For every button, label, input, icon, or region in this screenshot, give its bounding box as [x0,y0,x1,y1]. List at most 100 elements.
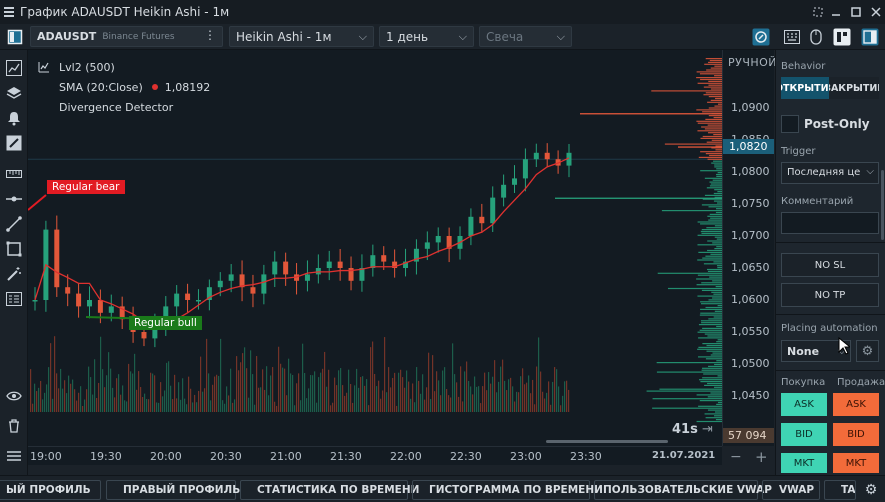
volume-bar [336,385,338,412]
sell-ask-button[interactable]: ASK [833,393,879,416]
sell-bid-button[interactable]: BID [833,423,879,446]
candle-body [479,216,485,224]
zoom-out-icon[interactable]: − [730,449,742,465]
volume-bar [316,402,318,412]
volume-bar [144,393,146,412]
indicator-divergence[interactable]: Divergence Detector [59,101,174,114]
tab-label: ПРАВЫЙ ПРОФИЛЬ [123,484,241,496]
symbol-selector[interactable]: ADAUSDT Binance Futures ⋮ [30,26,223,47]
tab-open[interactable]: ОТКРЫТИЕ [781,77,829,99]
placing-select[interactable]: None ⌵ [781,340,851,362]
trash-icon[interactable] [4,416,24,436]
price-chart[interactable]: Lvl2 (500) SMA (20:Close) 1,08192 Diverg… [28,50,722,446]
bell-icon[interactable] [4,108,24,128]
time-axis[interactable]: 19:00 19:30 20:00 20:30 21:00 21:30 22:00 22:30… [28,440,722,465]
panel-toggle-icon[interactable] [5,26,25,48]
tab-vwap[interactable]: VWAP [762,480,820,500]
maximize-button[interactable] [846,3,866,21]
depth-bar [699,73,722,75]
volume-bar [472,394,474,412]
sma-value: 1,08192 [164,81,211,94]
magic-wand-icon[interactable] [4,264,24,284]
tab-time-histogram[interactable]: ГИСТОГРАММА ПО ВРЕМЕНИ [412,480,603,500]
minimize-icon[interactable] [808,3,828,21]
post-only-checkbox[interactable] [781,115,799,133]
volume-bar [502,359,504,412]
volume-bar [444,367,446,412]
indicator-settings-icon[interactable] [751,26,771,48]
depth-bar [717,103,722,105]
chart-type-select[interactable]: Heikin Ashi - 1м ⌵ [229,26,374,47]
trigger-select[interactable]: Последняя це ⌵ [781,162,879,184]
more-icon[interactable]: ⋮ [204,28,216,42]
volume-bar [164,390,166,412]
keyboard-icon[interactable] [782,26,802,48]
tab-custom-vwap[interactable]: ПОЛЬЗОВАТЕЛЬСКИЕ VWAP [594,480,772,500]
depth-bar [701,204,722,206]
rectangle-icon[interactable] [4,239,24,259]
candle-body [446,236,452,249]
depth-bar [697,221,722,223]
mouse-icon[interactable] [806,26,826,48]
buy-mkt-button[interactable]: MKT [781,453,827,473]
horizontal-line-icon[interactable] [4,189,24,209]
sma-label: SMA (20:Close) [59,81,143,94]
depth-bar [708,206,722,208]
layers-icon[interactable] [4,83,24,103]
volume-bar [404,387,406,412]
chart-settings-icon[interactable] [4,58,24,78]
layout-icon[interactable] [832,26,852,48]
side-panel-icon[interactable] [860,26,880,48]
trend-line-icon[interactable] [4,214,24,234]
volume-bar [544,398,546,412]
volume-bar [108,352,110,412]
gear-icon[interactable]: ⚙ [864,482,878,498]
eye-icon[interactable] [4,386,24,406]
time-scrollbar[interactable] [546,440,668,443]
volume-bar [216,374,218,412]
indicator-sma[interactable]: SMA (20:Close) 1,08192 [59,81,210,94]
manual-mode-label[interactable]: РУЧНОЙ [728,56,778,69]
no-sl-button[interactable]: NO SL [781,253,879,277]
minimize-button[interactable] [826,3,846,21]
volume-bar [96,397,98,412]
list-menu-icon[interactable] [4,446,24,466]
scrollbar-thumb[interactable] [881,170,884,240]
no-tp-button[interactable]: NO TP [781,283,879,307]
tab-close[interactable]: ЗАКРЫТИЕ [829,77,879,99]
price-axis[interactable]: 1,09001,08501,08001,07501,07001,06501,06… [722,50,774,446]
comment-input[interactable] [781,212,879,234]
volume-bar [402,377,404,412]
template-icon[interactable] [4,289,24,309]
candle-body [272,261,278,275]
gear-icon[interactable]: ⚙ [856,340,879,362]
candle-body [32,300,38,302]
separator [776,370,885,371]
close-button[interactable] [866,3,885,21]
depth-bar [714,248,722,250]
volume-bar [152,373,154,412]
buy-bid-button[interactable]: BID [781,423,827,446]
depth-bar [700,301,722,303]
brush-icon[interactable] [4,133,24,153]
indicator-lvl2[interactable]: Lvl2 (500) [59,61,115,74]
volume-bar [160,382,162,412]
tab-right-profile[interactable]: ПРАВЫЙ ПРОФИЛЬ [106,480,240,500]
volume-bar [550,404,552,412]
candle-select[interactable]: Свеча ⌵ [479,26,572,47]
candle-timer: 41s [672,422,698,437]
depth-bar [714,65,722,67]
candlestick-canvas[interactable] [28,50,722,446]
buy-ask-button[interactable]: ASK [781,393,827,416]
zoom-in-icon[interactable]: + [755,448,768,466]
tab-time-statistics[interactable]: СТАТИСТИКА ПО ВРЕМЕНИ [240,480,419,500]
tab-ta[interactable]: TA [824,480,856,500]
tab-left-profile[interactable]: ЫЙ ПРОФИЛЬ [0,480,101,500]
volume-bar [420,393,422,412]
menu-icon[interactable] [4,7,14,17]
sell-mkt-button[interactable]: MKT [833,453,879,473]
period-select[interactable]: 1 день ⌵ [379,26,474,47]
volume-bar [332,402,334,412]
scroll-to-end-icon[interactable]: ⇥ [702,422,713,437]
ruler-icon[interactable] [4,164,24,184]
